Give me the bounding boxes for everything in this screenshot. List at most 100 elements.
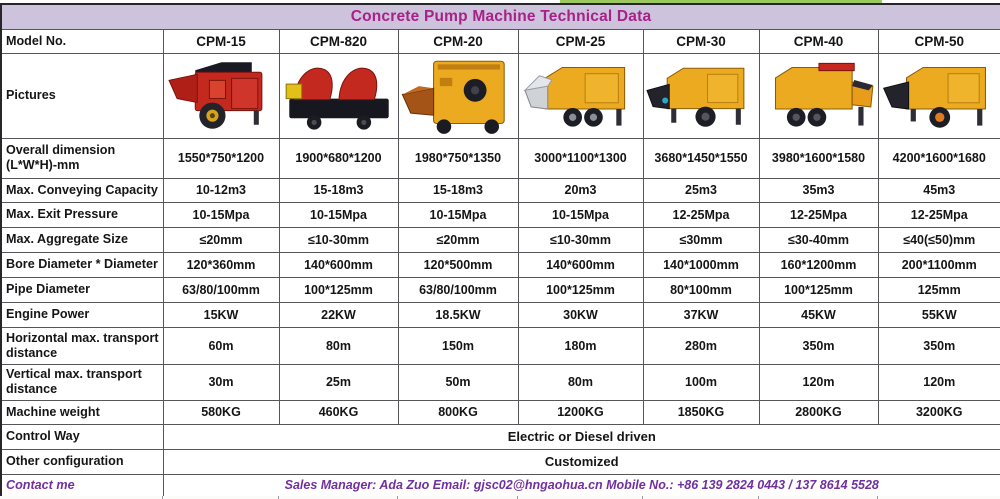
machine-picture: [400, 55, 517, 136]
spec-value-cell: 55KW: [877, 301, 1000, 328]
spec-value-cell: 10-15Mpa: [162, 201, 280, 228]
machine-picture-cell: [642, 52, 760, 139]
spec-row-horizontal-distance: Horizontal max. transport distance 60m 8…: [0, 326, 1000, 365]
spec-value-cell: 15-18m3: [278, 177, 399, 203]
machine-picture-cell: [278, 52, 399, 139]
cut-off-next-row: [0, 496, 1000, 499]
spec-value-cell: 140*600mm: [517, 251, 644, 278]
spec-value-cell: 80m: [517, 363, 644, 401]
spec-value-cell: 25m: [278, 363, 399, 401]
machine-picture-cell: [162, 52, 280, 139]
spec-value-cell: 63/80/100mm: [162, 276, 280, 303]
spec-row-label: Engine Power: [0, 301, 164, 328]
spec-value-cell: ≤20mm: [397, 226, 519, 253]
spec-row-label: Pipe Diameter: [0, 276, 164, 303]
spec-row-label: Horizontal max. transport distance: [0, 326, 164, 365]
control-way-value: Electric or Diesel driven: [162, 423, 1000, 450]
spec-value-cell: 10-12m3: [162, 177, 280, 203]
other-configuration-row: Other configuration Customized: [0, 448, 1000, 475]
machine-picture: [761, 55, 877, 136]
spec-value-cell: 50m: [397, 363, 519, 401]
spec-value-cell: 120m: [877, 363, 1000, 401]
spec-value-cell: ≤10-30mm: [517, 226, 644, 253]
pictures-row-label: Pictures: [0, 52, 164, 139]
spec-value-cell: 1550*750*1200: [162, 137, 280, 179]
spec-value-cell: 120*500mm: [397, 251, 519, 278]
spec-value-cell: 350m: [758, 326, 879, 365]
spec-value-cell: ≤10-30mm: [278, 226, 399, 253]
spec-row-label: Vertical max. transport distance: [0, 363, 164, 401]
spec-value-cell: 1900*680*1200: [278, 137, 399, 179]
spec-value-cell: 30m: [162, 363, 280, 401]
spec-value-cell: 3980*1600*1580: [758, 137, 879, 179]
spec-value-cell: 100*125mm: [517, 276, 644, 303]
spec-value-cell: 10-15Mpa: [278, 201, 399, 228]
model-header-cell: CPM-30: [642, 28, 760, 54]
model-header-cell: CPM-25: [517, 28, 644, 54]
model-number-row: Model No. CPM-15 CPM-820 CPM-20 CPM-25 C…: [0, 28, 1000, 54]
machine-picture: [165, 55, 278, 136]
spec-value-cell: 10-15Mpa: [517, 201, 644, 228]
spec-value-cell: 3000*1100*1300: [517, 137, 644, 179]
pictures-row: Pictures: [0, 52, 1000, 139]
machine-picture: [281, 55, 397, 136]
spec-value-cell: 20m3: [517, 177, 644, 203]
spec-value-cell: 100*125mm: [758, 276, 879, 303]
spec-value-cell: 12-25Mpa: [877, 201, 1000, 228]
spec-value-cell: 120*360mm: [162, 251, 280, 278]
spec-value-cell: 45m3: [877, 177, 1000, 203]
spec-value-cell: 22KW: [278, 301, 399, 328]
spec-value-cell: 80*100mm: [642, 276, 760, 303]
spec-value-cell: 140*1000mm: [642, 251, 760, 278]
spec-row-overall-dimension: Overall dimension (L*W*H)-mm 1550*750*12…: [0, 137, 1000, 179]
technical-data-table: Concrete Pump Machine Technical Data Mod…: [0, 3, 1000, 498]
contact-info: Sales Manager: Ada Zuo Email: gjsc02@hng…: [162, 473, 1000, 498]
page-title: Concrete Pump Machine Technical Data: [0, 3, 1000, 30]
model-header-cell: CPM-50: [877, 28, 1000, 54]
spec-row-label: Bore Diameter * Diameter: [0, 251, 164, 278]
title-row: Concrete Pump Machine Technical Data: [0, 3, 1000, 30]
spec-value-cell: 63/80/100mm: [397, 276, 519, 303]
spec-value-cell: 30KW: [517, 301, 644, 328]
spec-value-cell: 180m: [517, 326, 644, 365]
spec-row-label: Max. Conveying Capacity: [0, 177, 164, 203]
spec-value-cell: 3680*1450*1550: [642, 137, 760, 179]
control-way-row: Control Way Electric or Diesel driven: [0, 423, 1000, 450]
spec-value-cell: 45KW: [758, 301, 879, 328]
spec-value-cell: 25m3: [642, 177, 760, 203]
spec-value-cell: 140*600mm: [278, 251, 399, 278]
spec-row-machine-weight: Machine weight 580KG 460KG 800KG 1200KG …: [0, 399, 1000, 425]
spec-value-cell: 1850KG: [642, 399, 760, 425]
model-header-cell: CPM-20: [397, 28, 519, 54]
spec-value-cell: 3200KG: [877, 399, 1000, 425]
spec-value-cell: ≤40(≤50)mm: [877, 226, 1000, 253]
spec-value-cell: 1980*750*1350: [397, 137, 519, 179]
spec-value-cell: 100m: [642, 363, 760, 401]
spec-value-cell: 12-25Mpa: [758, 201, 879, 228]
machine-picture: [520, 55, 642, 136]
spec-value-cell: 120m: [758, 363, 879, 401]
spec-value-cell: ≤30mm: [642, 226, 760, 253]
spec-value-cell: 350m: [877, 326, 1000, 365]
spec-row-bore-diameter: Bore Diameter * Diameter 120*360mm 140*6…: [0, 251, 1000, 278]
spec-value-cell: 160*1200mm: [758, 251, 879, 278]
other-configuration-value: Customized: [162, 448, 1000, 475]
spec-value-cell: 125mm: [877, 276, 1000, 303]
spec-value-cell: 100*125mm: [278, 276, 399, 303]
spec-row-label: Max. Exit Pressure: [0, 201, 164, 228]
spec-value-cell: 18.5KW: [397, 301, 519, 328]
spec-value-cell: 37KW: [642, 301, 760, 328]
model-header-cell: CPM-40: [758, 28, 879, 54]
contact-label: Contact me: [0, 473, 164, 498]
machine-picture: [645, 55, 758, 136]
spec-value-cell: 580KG: [162, 399, 280, 425]
machine-picture-cell: [397, 52, 519, 139]
spec-row-pipe-diameter: Pipe Diameter 63/80/100mm 100*125mm 63/8…: [0, 276, 1000, 303]
spec-value-cell: 200*1100mm: [877, 251, 1000, 278]
model-row-label: Model No.: [0, 28, 164, 54]
spec-row-label: Machine weight: [0, 399, 164, 425]
spec-value-cell: 150m: [397, 326, 519, 365]
spec-value-cell: 280m: [642, 326, 760, 365]
spec-value-cell: 800KG: [397, 399, 519, 425]
